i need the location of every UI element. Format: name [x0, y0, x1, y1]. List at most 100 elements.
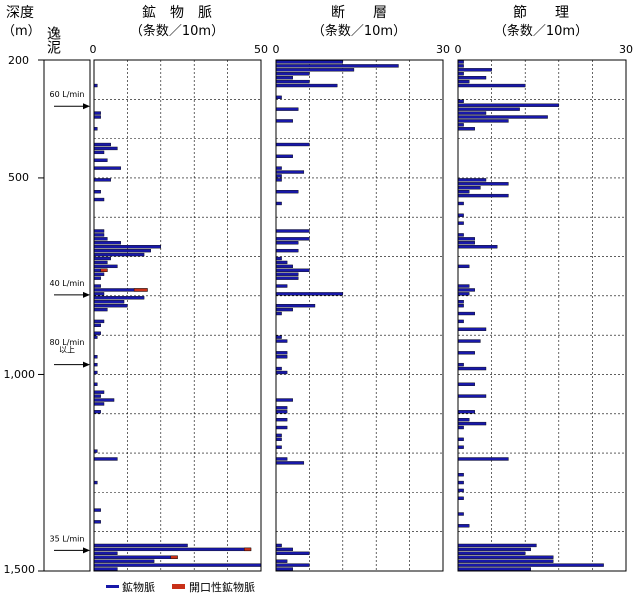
vein-open-bar	[133, 288, 148, 292]
vein-bar	[93, 127, 98, 131]
joint-bar	[457, 512, 464, 516]
legend-open-swatch	[172, 584, 185, 589]
vein-bar	[93, 402, 105, 406]
fault-bar	[275, 457, 288, 461]
vein-bar	[93, 146, 118, 151]
vein-bar	[93, 335, 98, 339]
vein-bar	[93, 158, 108, 162]
fault-bar	[275, 72, 310, 76]
panel-joint	[457, 59, 627, 572]
vein-bar	[93, 150, 105, 155]
joint-bar	[457, 366, 487, 371]
fault-bar	[275, 276, 299, 280]
fault-bar	[275, 567, 293, 571]
joint-bar	[457, 182, 509, 186]
joint-bar	[457, 567, 532, 571]
joint-bar	[457, 457, 509, 461]
joint-bar	[457, 103, 560, 107]
panel-joint-subtitle: （条数／10m）	[494, 23, 588, 39]
joint-bar	[457, 115, 548, 119]
fault-bar	[275, 461, 305, 465]
joint-bar	[457, 292, 470, 296]
vein-bar	[93, 382, 98, 386]
fault-bar	[275, 170, 305, 174]
vein-bar	[93, 390, 105, 394]
depth-tick-500: 500	[8, 171, 29, 184]
vein-bar	[93, 83, 98, 88]
panel-fault	[275, 59, 444, 572]
joint-bar	[457, 480, 464, 485]
vein-bar	[93, 567, 118, 571]
fault-bar	[275, 190, 299, 194]
vein-bar	[93, 178, 111, 182]
joint-bar	[457, 68, 492, 72]
vein-bar	[93, 276, 101, 280]
fault-bar	[275, 351, 288, 355]
joint-bar	[457, 547, 532, 552]
fault-bar	[275, 284, 288, 288]
fault-bar	[275, 229, 310, 233]
fault-bar	[275, 311, 282, 316]
fault-bar	[275, 543, 282, 548]
mud-loss-arrowhead	[83, 547, 90, 554]
joint-bar	[457, 264, 470, 269]
joint-bar	[457, 193, 509, 198]
vein-bar	[93, 229, 105, 233]
joint-bar	[457, 473, 464, 477]
mud-loss-label: 逸泥	[45, 26, 61, 55]
fault-bar	[275, 366, 282, 371]
fault-x-tick-0: 0	[273, 43, 280, 56]
fault-bar	[275, 83, 338, 88]
vein-bar	[93, 480, 98, 485]
panel-fault-title: 断 層	[331, 5, 387, 21]
fault-bar	[275, 418, 288, 422]
vein-bar	[93, 115, 101, 119]
fault-bar	[275, 437, 282, 441]
joint-x-tick-max: 30	[619, 43, 633, 56]
joint-bar	[457, 186, 481, 190]
joint-bar	[457, 245, 498, 249]
vein-bar	[93, 111, 101, 115]
joint-bar	[457, 127, 475, 131]
fault-bar	[275, 79, 310, 84]
fault-bar	[275, 107, 299, 111]
vein-bar	[93, 370, 98, 375]
fault-bar	[275, 174, 282, 178]
vein-bar	[93, 142, 111, 147]
fault-bar	[275, 406, 288, 410]
depth-label: 深度	[6, 5, 34, 21]
fault-bar	[275, 142, 310, 147]
joint-bar	[457, 178, 487, 182]
joint-bar	[457, 123, 464, 127]
fault-bar	[275, 76, 293, 80]
joint-bar	[457, 83, 526, 88]
fault-bar	[275, 178, 282, 182]
joint-x-tick-0: 0	[455, 43, 462, 56]
joint-bar	[457, 421, 487, 426]
fault-bar	[275, 264, 293, 269]
panel-vein-title: 鉱 物 脈	[142, 4, 212, 21]
vein-bar	[93, 331, 101, 335]
joint-bar	[457, 300, 464, 304]
fault-bar	[275, 547, 293, 552]
vein-bar	[93, 197, 105, 202]
fault-bar	[275, 166, 282, 170]
joint-bar	[457, 425, 464, 430]
fault-bar	[275, 425, 288, 430]
vein-x-tick-0: 0	[90, 43, 97, 56]
joint-bar	[457, 543, 537, 548]
mud-loss-label-item: 40 L/min	[50, 279, 85, 288]
joint-bar	[457, 304, 464, 308]
legend-open-label: 開口性鉱物脈	[189, 580, 255, 594]
joint-bar	[457, 284, 470, 288]
mud-loss-label-item: 80 L/min	[50, 338, 85, 347]
vein-bar	[93, 190, 101, 194]
vein-bar	[93, 248, 151, 253]
fault-bar	[275, 68, 355, 72]
fault-bar	[275, 339, 288, 343]
joint-bar	[457, 327, 487, 331]
depth-tick-200: 200	[8, 54, 29, 67]
fault-bar	[275, 241, 299, 245]
vein-bar	[93, 551, 118, 555]
